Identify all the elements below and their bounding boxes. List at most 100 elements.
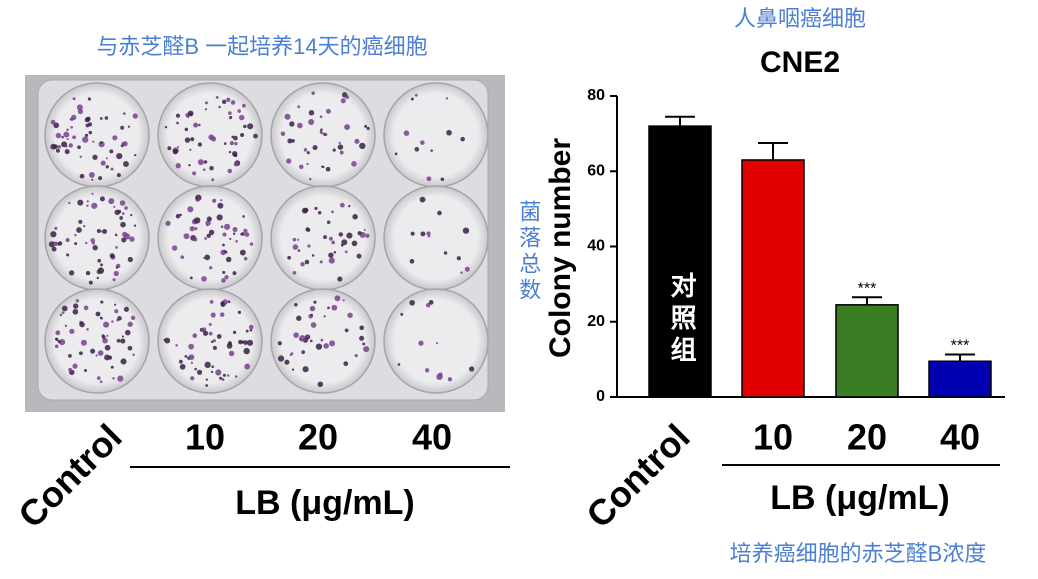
colony — [311, 91, 315, 95]
well — [270, 82, 376, 188]
colony — [224, 223, 231, 230]
colony — [328, 236, 333, 241]
colony — [301, 350, 306, 354]
colony — [66, 128, 69, 132]
colony — [66, 253, 70, 257]
colony — [88, 130, 92, 135]
colony — [112, 278, 116, 282]
colony — [410, 231, 415, 236]
colony — [346, 232, 353, 239]
colony — [58, 338, 66, 346]
colony — [464, 266, 470, 272]
well — [270, 288, 376, 394]
colony — [306, 228, 311, 232]
colony — [210, 312, 216, 318]
colony — [74, 233, 77, 237]
colony — [232, 232, 236, 235]
colony — [209, 300, 214, 304]
colony — [286, 158, 292, 164]
colony — [85, 270, 91, 276]
colony — [190, 137, 195, 142]
colony — [121, 141, 126, 146]
colony — [363, 346, 370, 353]
colony — [303, 148, 308, 152]
colony — [222, 99, 227, 105]
colony — [237, 310, 242, 315]
colony — [203, 160, 208, 164]
colony — [50, 143, 57, 150]
colony — [122, 161, 129, 167]
x-tick-label: 40 — [940, 417, 980, 458]
colony — [58, 241, 63, 246]
colony — [233, 135, 238, 141]
colony — [59, 313, 63, 317]
colony — [53, 241, 59, 247]
colony — [91, 178, 94, 181]
colony — [312, 145, 318, 151]
colony — [125, 329, 131, 336]
colony — [116, 152, 123, 160]
colony — [105, 165, 109, 169]
colony — [323, 235, 327, 240]
colony — [220, 225, 224, 228]
colony — [414, 93, 418, 97]
colony — [409, 258, 415, 264]
colony — [64, 324, 67, 327]
colony — [329, 340, 336, 347]
colony — [72, 308, 79, 315]
bar — [928, 360, 992, 398]
colony — [61, 305, 68, 312]
colony — [61, 135, 64, 139]
colony — [123, 112, 126, 115]
colony — [82, 136, 89, 143]
colony — [194, 367, 197, 371]
colony — [320, 338, 324, 342]
colony — [175, 213, 181, 219]
colony — [469, 366, 475, 372]
colony — [237, 109, 241, 113]
colony — [55, 132, 62, 139]
colony — [303, 207, 309, 213]
colony — [79, 321, 85, 328]
colony — [242, 103, 246, 108]
colony — [84, 241, 88, 245]
colony — [319, 260, 323, 264]
colony — [232, 271, 237, 276]
colony — [228, 350, 235, 357]
colony — [338, 141, 341, 145]
colony — [102, 228, 108, 234]
colony — [184, 137, 191, 143]
x-tick-label: Control — [578, 416, 697, 535]
colony — [100, 263, 103, 267]
colony — [193, 237, 198, 242]
colony — [352, 214, 358, 220]
colony — [190, 361, 194, 364]
colony — [313, 300, 317, 304]
colony — [92, 140, 95, 143]
colony — [208, 229, 215, 236]
colony — [95, 354, 98, 357]
colony — [224, 251, 228, 254]
colony — [98, 176, 103, 181]
colony — [113, 270, 119, 277]
colony — [325, 133, 328, 136]
colony — [95, 311, 101, 317]
colony — [97, 267, 105, 274]
colony — [233, 161, 239, 167]
colony — [190, 376, 195, 381]
colony — [72, 303, 79, 309]
colony — [414, 147, 420, 152]
colony — [219, 312, 225, 317]
colony — [341, 239, 348, 246]
colony — [72, 363, 78, 369]
colony — [356, 253, 362, 259]
colony — [438, 372, 443, 377]
colony — [198, 123, 201, 127]
colony — [57, 145, 62, 149]
colony — [238, 339, 243, 345]
colony — [212, 345, 217, 350]
colony — [220, 249, 226, 256]
bar-annotation: 对照组 — [667, 272, 697, 368]
colony — [98, 141, 105, 148]
colony — [440, 177, 445, 182]
